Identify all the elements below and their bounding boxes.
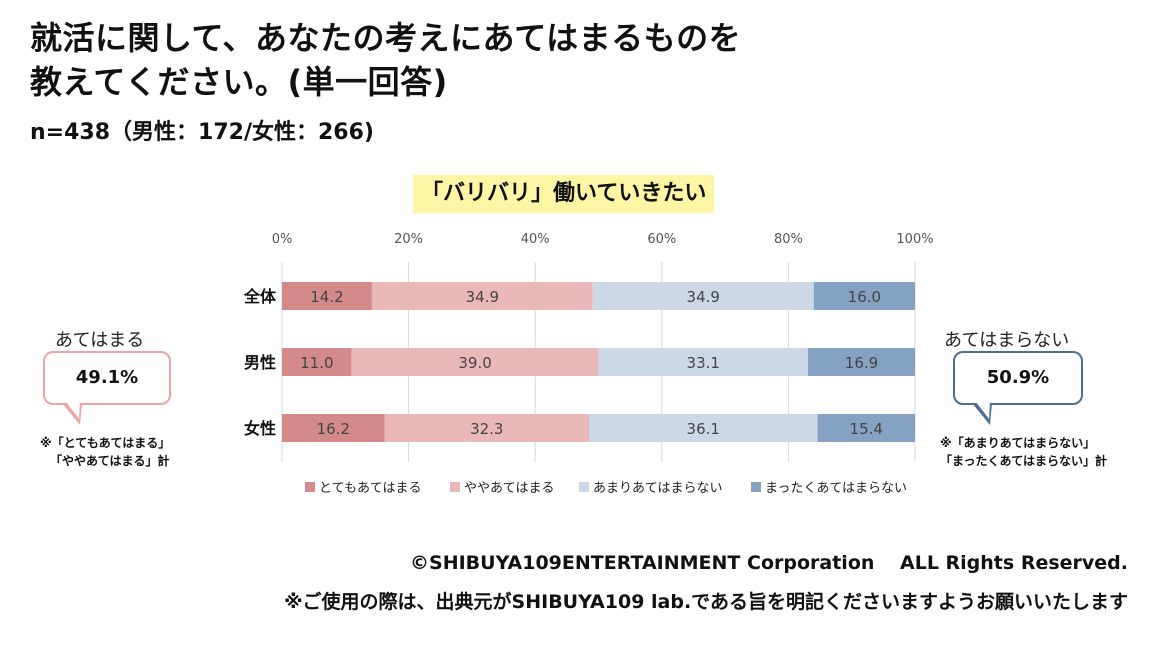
data-label: 34.9 bbox=[466, 288, 499, 306]
callout-left-note-line1: ※「とてもあてはまる」 bbox=[40, 436, 171, 450]
legend-label: まったくあてはまらない bbox=[765, 481, 907, 496]
data-label: 39.0 bbox=[458, 354, 491, 372]
data-label: 16.2 bbox=[317, 420, 350, 438]
callout-right-note: ※「あまりあてはまらない」 「まったくあてはまらない」計 bbox=[940, 434, 1107, 470]
callout-right-note-line1: ※「あまりあてはまらない」 bbox=[940, 436, 1096, 450]
legend-label: とてもあてはまる bbox=[319, 481, 421, 496]
callout-right-note-line2: 「まったくあてはまらない」計 bbox=[940, 454, 1108, 468]
sample-size-subtitle: n=438（男性：172/女性：266) bbox=[30, 120, 374, 145]
bar-segment bbox=[351, 348, 599, 376]
bar-segment bbox=[371, 282, 593, 310]
legend-label: ややあてはまる bbox=[464, 481, 554, 496]
bar-segment bbox=[282, 414, 385, 442]
legend-swatch bbox=[450, 482, 460, 492]
legend-swatch bbox=[579, 482, 589, 492]
bar-segment bbox=[808, 348, 915, 376]
x-tick-label: 60% bbox=[647, 232, 676, 247]
data-label: 33.1 bbox=[687, 354, 720, 372]
category-label: 全体 bbox=[243, 287, 277, 306]
copyright-text: ©SHIBUYA109ENTERTAINMENT Corporation ALL… bbox=[410, 552, 1128, 574]
bar-segment bbox=[282, 282, 372, 310]
x-tick-label: 0% bbox=[272, 232, 293, 247]
callout-left-value: 49.1% bbox=[75, 367, 139, 388]
bar-segment bbox=[282, 348, 352, 376]
callout-left-note: ※「とてもあてはまる」「ややあてはまる」計 bbox=[40, 434, 170, 470]
bar-segment bbox=[598, 348, 809, 376]
x-tick-label: 80% bbox=[774, 232, 803, 247]
callout-right-box: 50.9% bbox=[953, 351, 1083, 405]
data-label: 16.0 bbox=[848, 288, 881, 306]
callout-left-box: 49.1% bbox=[43, 351, 171, 405]
callout-left-heading: あてはまる bbox=[55, 330, 145, 351]
page-title-line2: 教えてください。(単一回答) bbox=[30, 63, 448, 101]
x-tick-label: 100% bbox=[896, 232, 933, 247]
bar-segment bbox=[384, 414, 590, 442]
page-title: 就活に関して、あなたの考えにあてはまるものを 教えてください。(単一回答) bbox=[30, 16, 741, 104]
data-label: 15.4 bbox=[850, 420, 883, 438]
category-label: 男性 bbox=[244, 353, 276, 372]
callout-right-heading: あてはまらない bbox=[944, 330, 1070, 351]
legend-swatch bbox=[305, 482, 315, 492]
callout-left-note-line2: 「ややあてはまる」計 bbox=[50, 454, 170, 468]
chart-title: 「バリバリ」働いていきたい bbox=[413, 175, 715, 213]
legend-swatch bbox=[751, 482, 761, 492]
x-tick-label: 40% bbox=[521, 232, 550, 247]
usage-notice: ※ご使用の際は、出典元がSHIBUYA109 lab.である旨を明記くださいます… bbox=[284, 591, 1128, 613]
bar-segment bbox=[592, 282, 814, 310]
data-label: 14.2 bbox=[310, 288, 343, 306]
data-label: 34.9 bbox=[687, 288, 720, 306]
bar-segment bbox=[589, 414, 818, 442]
data-label: 11.0 bbox=[300, 354, 333, 372]
data-label: 32.3 bbox=[470, 420, 503, 438]
callout-right-value: 50.9% bbox=[986, 367, 1050, 388]
category-label: 女性 bbox=[244, 419, 276, 438]
data-label: 16.9 bbox=[845, 354, 878, 372]
bar-segment bbox=[813, 282, 915, 310]
page-title-line1: 就活に関して、あなたの考えにあてはまるものを bbox=[30, 19, 742, 57]
legend-label: あまりあてはまらない bbox=[593, 481, 722, 496]
bar-segment bbox=[817, 414, 915, 442]
data-label: 36.1 bbox=[687, 420, 720, 438]
x-tick-label: 20% bbox=[394, 232, 423, 247]
